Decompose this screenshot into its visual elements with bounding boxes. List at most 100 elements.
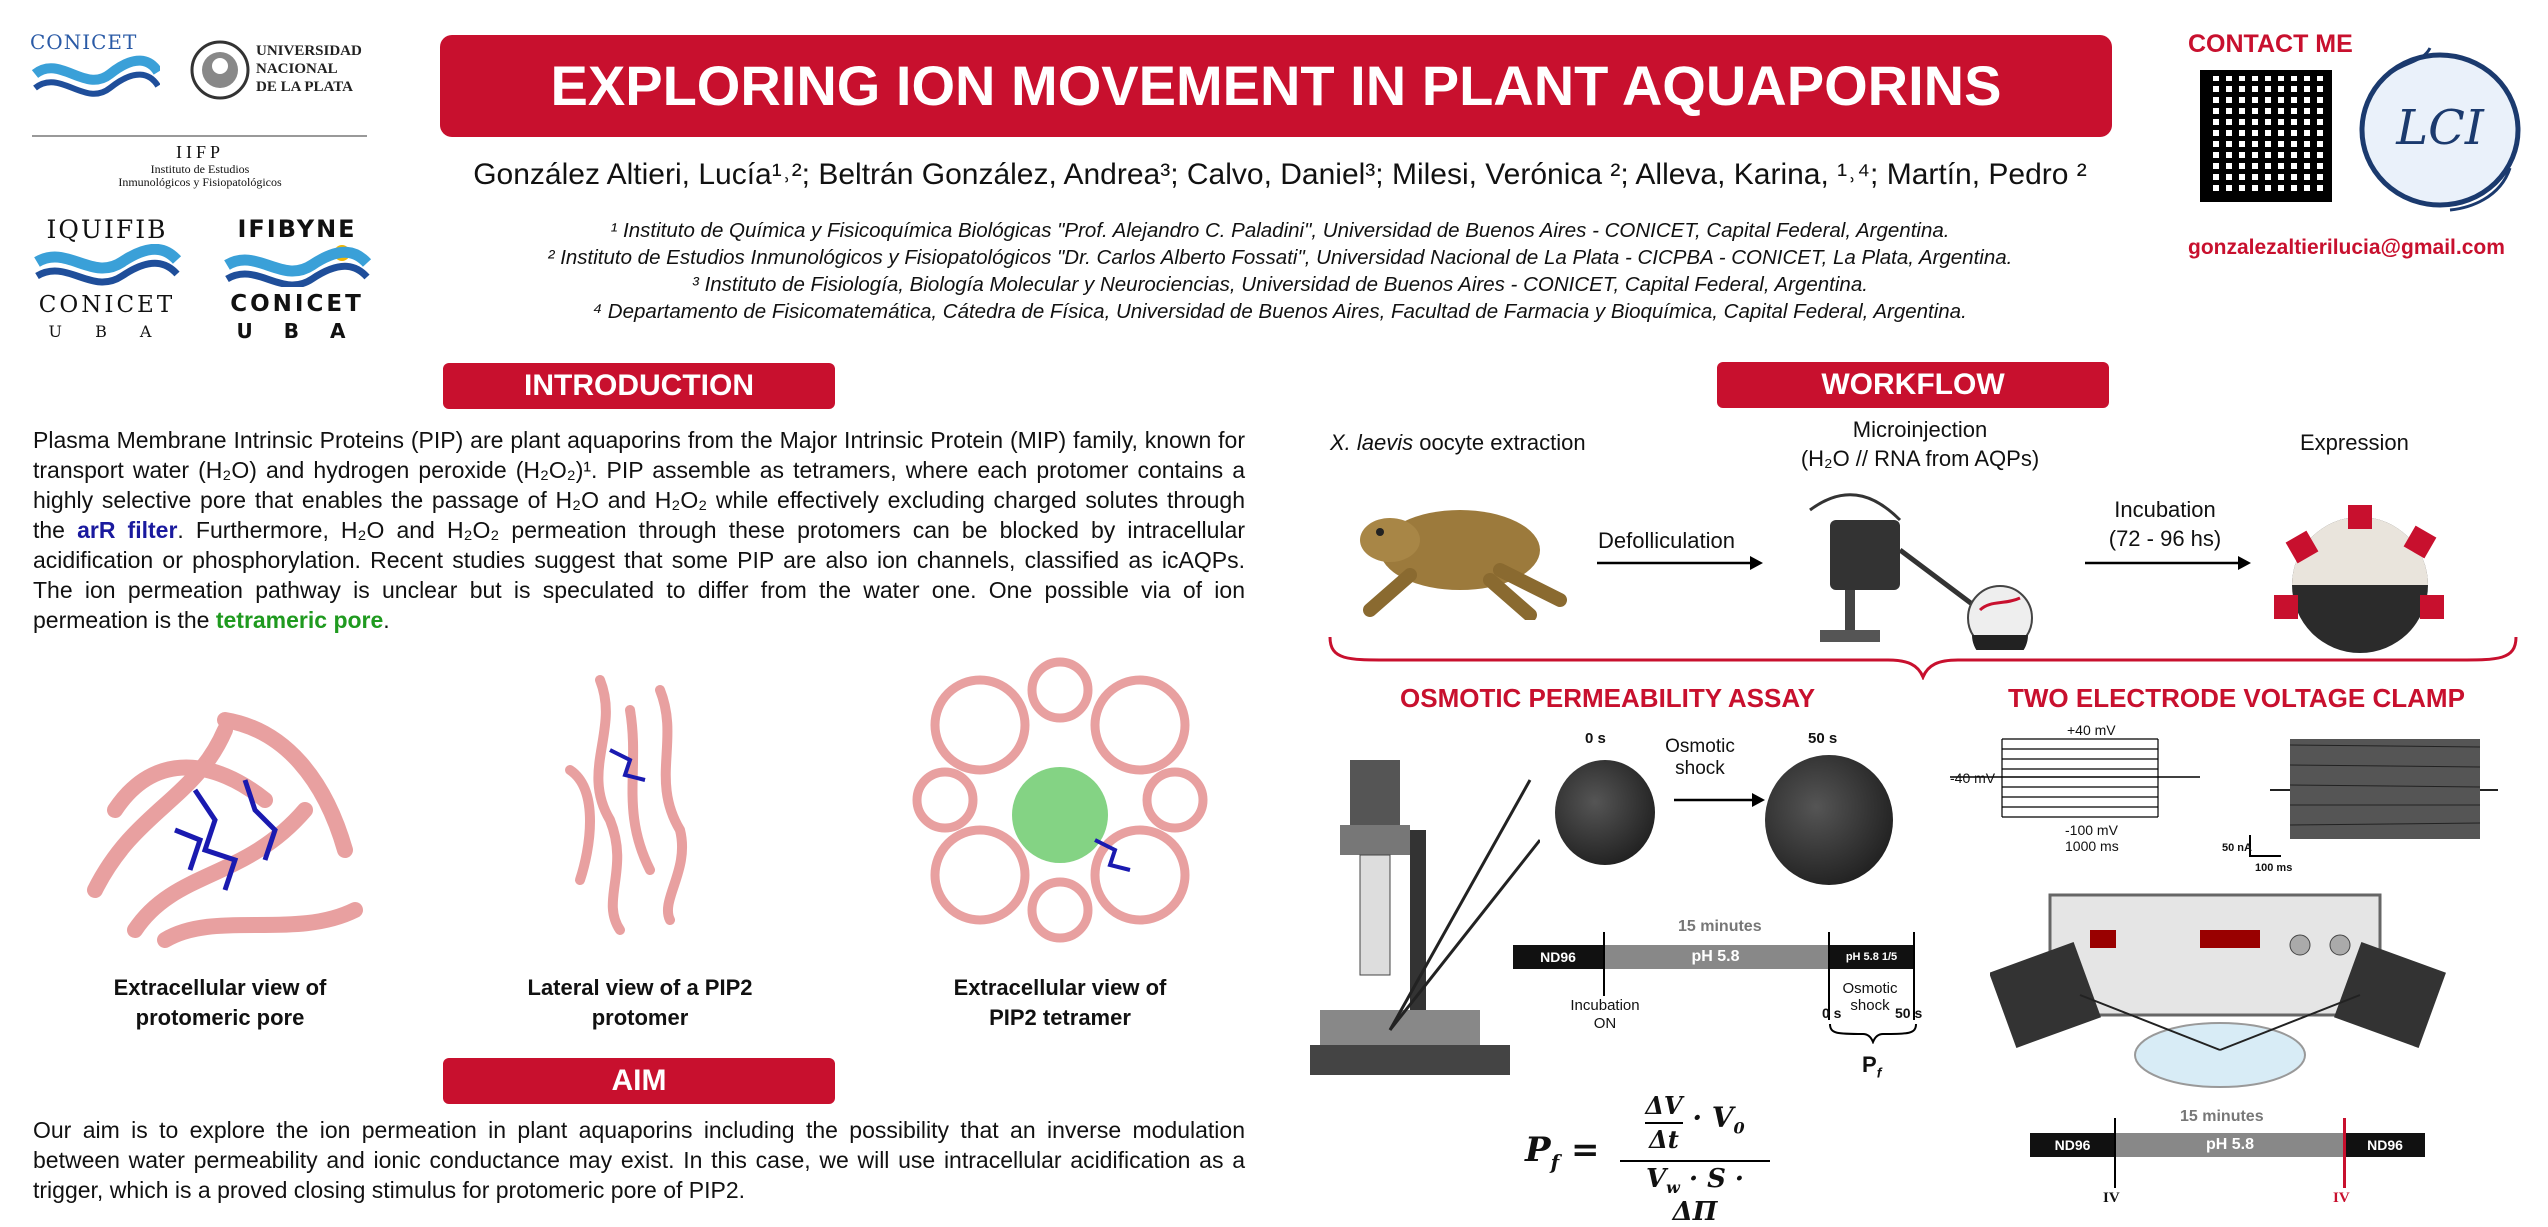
microinjection-line1: Microinjection xyxy=(1852,417,1988,442)
step1-text: oocyte extraction xyxy=(1419,430,1586,455)
shock2-line1: Osmotic xyxy=(1842,980,1898,997)
tevc-iv1: IV xyxy=(2103,1190,2120,1206)
intro-part1: Plasma Membrane Intrinsic Proteins (PIP)… xyxy=(33,427,1245,543)
iquifib-text: IQUIFIB xyxy=(46,215,168,244)
ifibyne-text: IFIBYNE xyxy=(237,215,357,243)
tevc-setup-image xyxy=(1990,893,2446,1088)
ifibyne-conicet: CONICET xyxy=(230,291,364,317)
intro-part2: . Furthermore, H₂O and H₂O₂ permeation t… xyxy=(33,517,1245,633)
workflow-step-extraction: X. laevis oocyte extraction xyxy=(1330,430,1586,456)
current-traces-image xyxy=(2270,739,2498,839)
lci-text: LCI xyxy=(2396,100,2484,156)
caption-3: Extracellular view of PIP2 tetramer xyxy=(900,973,1220,1033)
incubation-line2: (72 - 96 hs) xyxy=(2108,526,2222,551)
osmotic-s0: 0 s xyxy=(1822,1005,1842,1021)
unlp-line1: UNIVERSIDAD xyxy=(256,43,362,59)
caption-1: Extracellular view of protomeric pore xyxy=(60,973,380,1033)
osmotic-t50: 50 s xyxy=(1808,730,1838,747)
tevc-vm40: -40 mV xyxy=(1950,770,1996,786)
tevc-ms1000: 1000 ms xyxy=(2065,838,2119,854)
workflow-step-expression: Expression xyxy=(2300,430,2409,455)
osmotic-divider-2 xyxy=(1828,932,1830,1020)
tevc-minutes: 15 minutes xyxy=(2180,1108,2264,1125)
tevc-bar-nd96b: ND96 xyxy=(2345,1133,2425,1157)
tevc-bar-ph: pH 5.8 xyxy=(2115,1133,2345,1157)
aim-heading: AIM xyxy=(443,1058,835,1104)
osmotic-divider-1 xyxy=(1603,932,1605,996)
osmotic-bar-nd96: ND96 xyxy=(1513,945,1603,969)
caption-2-line2: protomer xyxy=(591,1005,689,1030)
tetramer-image xyxy=(912,657,1208,943)
shock-line2: shock xyxy=(1675,758,1725,779)
tevc-bar-nd96a: ND96 xyxy=(2030,1133,2115,1157)
tevc-iv1-marker xyxy=(2114,1118,2116,1188)
ifibyne-wave-icon xyxy=(224,245,372,289)
incubation-line1: Incubation xyxy=(2114,497,2216,522)
iifp-text: IIFP xyxy=(175,142,224,162)
iifp-sub2: Inmunológicos y Fisiopatológicos xyxy=(118,175,282,189)
iifp-sub1: Instituto de Estudios xyxy=(150,162,250,176)
osmotic-bar-ph15: pH 5.8 1/5 xyxy=(1828,945,1915,969)
microinjection-line2: (H₂O // RNA from AQPs) xyxy=(1800,446,2040,471)
osmotic-t0: 0 s xyxy=(1585,730,1606,747)
arr-filter-term: arR filter xyxy=(77,517,178,543)
pf-brace xyxy=(1829,1023,1917,1044)
pf-formula: Pf = ΔV Δt · V0 Vw · S · ΔΠ xyxy=(1525,1090,1770,1227)
species-name: X. laevis xyxy=(1330,430,1414,455)
incubation-on-2: ON xyxy=(1593,1015,1617,1032)
contact-email[interactable]: gonzalezaltierilucia@gmail.com xyxy=(2188,236,2505,259)
workflow-step-incubation: Incubation (72 - 96 hs) xyxy=(2080,495,2250,553)
osmotic-heading: OSMOTIC PERMEABILITY ASSAY xyxy=(1400,683,1816,713)
authors: González Altieri, Lucía¹˒²; Beltrán Gonz… xyxy=(473,158,2087,191)
pf-subscript: f xyxy=(1876,1064,1882,1081)
affiliation-3: ³ Instituto de Fisiología, Biología Mole… xyxy=(692,273,1868,296)
tevc-iv2-marker xyxy=(2343,1118,2346,1188)
arrow-icon-1 xyxy=(1597,556,1763,570)
iquifib-wave-icon xyxy=(34,243,182,286)
workflow-step-defolliculation: Defolliculation xyxy=(1598,528,1735,553)
osmotic-incubation: Incubation ON xyxy=(1555,997,1655,1033)
osmotic-bar-ph: pH 5.8 xyxy=(1603,945,1828,969)
pf-label: Pf xyxy=(1862,1052,1881,1080)
lci-logo: LCI xyxy=(2350,38,2530,218)
workflow-step-microinjection: Microinjection (H₂O // RNA from AQPs) xyxy=(1770,415,2070,473)
tevc-v100: -100 mV xyxy=(2065,822,2118,838)
contact-label: CONTACT ME xyxy=(2188,30,2353,58)
lateral-protomer-image xyxy=(565,675,687,935)
iquifib-uba: U B A xyxy=(48,322,166,341)
microscope-image xyxy=(1310,760,1540,1075)
workflow-brace xyxy=(1328,636,2518,680)
ifibyne-uba: U B A xyxy=(236,319,358,343)
tevc-v40: +40 mV xyxy=(2067,722,2116,738)
caption-2-line1: Lateral view of a PIP2 xyxy=(527,975,753,1000)
introduction-heading: INTRODUCTION xyxy=(443,363,835,409)
unlp-logo: UNIVERSIDAD NACIONAL DE LA PLATA xyxy=(190,30,380,120)
iifp-logo: IIFP Instituto de Estudios Inmunológicos… xyxy=(60,142,340,189)
workflow-heading: WORKFLOW xyxy=(1717,362,2109,408)
shock2-line2: shock xyxy=(1850,997,1890,1014)
qr-code-icon[interactable] xyxy=(2200,70,2332,202)
caption-1-line1: Extracellular view of xyxy=(113,975,327,1000)
expression-oocyte-image xyxy=(2274,505,2444,653)
protomeric-pore-image xyxy=(87,712,363,948)
intro-part3: . xyxy=(383,607,390,633)
oocyte-50s xyxy=(1765,755,1893,885)
osmotic-minutes: 15 minutes xyxy=(1678,918,1762,935)
affiliation-2: ² Instituto de Estudios Inmunológicos y … xyxy=(547,246,2013,269)
unlp-line3: DE LA PLATA xyxy=(256,79,353,95)
osmotic-divider-3 xyxy=(1913,932,1915,1020)
caption-1-line2: protomeric pore xyxy=(135,1005,305,1030)
arrow-icon-3 xyxy=(1674,793,1765,807)
unlp-seal-icon xyxy=(190,40,250,100)
tetrameric-pore-term: tetrameric pore xyxy=(215,607,384,633)
tevc-heading: TWO ELECTRODE VOLTAGE CLAMP xyxy=(2008,683,2465,713)
conicet-wave-icon xyxy=(31,55,163,97)
lci-logo-icon xyxy=(2359,47,2521,212)
microinjector-image xyxy=(1809,493,2033,650)
frog-image xyxy=(1360,510,1567,620)
oocyte-0s xyxy=(1555,760,1655,865)
osmotic-shock-label: Osmotic shock xyxy=(1650,736,1750,780)
iquifib-logo: IQUIFIB CONICET U B A xyxy=(32,215,182,341)
voltage-protocol-image xyxy=(1950,738,2200,818)
arrow-icon-2 xyxy=(2085,556,2251,570)
